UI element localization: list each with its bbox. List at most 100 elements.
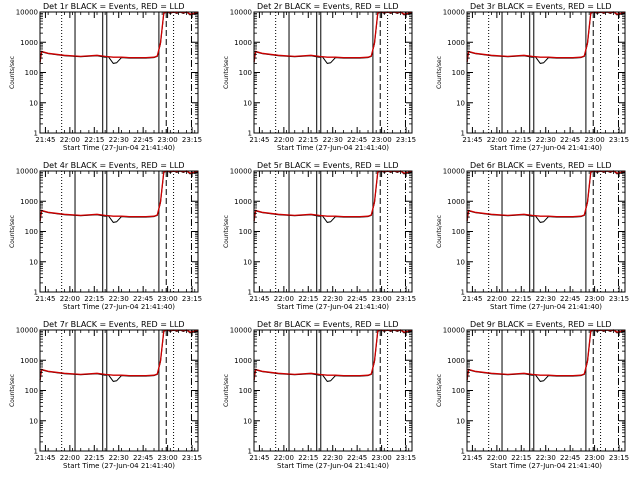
x-tick-label: 22:15 (511, 136, 531, 144)
y-tick-label: 10 (456, 258, 465, 266)
x-tick-label: 22:45 (560, 454, 580, 462)
y-tick-label: 10 (456, 417, 465, 425)
y-tick-label: 10000 (230, 9, 252, 17)
y-tick-label: 1 (461, 289, 465, 297)
y-tick-label: 100 (25, 228, 38, 236)
chart-det-4: Det 4r BLACK = Events, RED = LLD 1 10 100 10… (9, 161, 202, 311)
y-tick-label: 10000 (443, 168, 465, 176)
x-tick-label: 22:30 (536, 295, 556, 303)
x-tick-label: 22:00 (274, 136, 294, 144)
y-tick-label: 1 (248, 289, 252, 297)
y-tick-label: 10 (243, 417, 252, 425)
x-tick-label: 23:15 (609, 295, 629, 303)
y-tick-label: 100 (239, 228, 252, 236)
x-tick-label: 23:15 (396, 136, 416, 144)
x-tick-label: 22:45 (133, 295, 153, 303)
y-tick-label: 100 (452, 387, 465, 395)
x-tick-label: 23:15 (182, 295, 202, 303)
x-tick-label: 22:00 (274, 454, 294, 462)
y-tick-label: 10 (243, 99, 252, 107)
x-tick-label: 22:30 (109, 136, 129, 144)
x-tick-label: 22:30 (109, 454, 129, 462)
x-tick-label: 21:45 (35, 136, 55, 144)
x-tick-label: 22:45 (133, 136, 153, 144)
chart-det-3: Det 3r BLACK = Events, RED = LLD 1 10 100 10… (436, 2, 629, 152)
x-tick-label: 22:15 (84, 454, 104, 462)
x-tick-label: 22:15 (298, 454, 318, 462)
x-tick-label: 22:45 (560, 136, 580, 144)
x-tick-label: 22:00 (274, 295, 294, 303)
y-tick-label: 10 (29, 258, 38, 266)
x-axis-label: Start Time (27-Jun-04 21:41:40) (63, 303, 175, 311)
y-tick-label: 10 (29, 99, 38, 107)
y-tick-label: 1 (248, 130, 252, 138)
y-tick-label: 100 (25, 69, 38, 77)
x-axis-label: Start Time (27-Jun-04 21:41:40) (277, 462, 389, 470)
x-tick-label: 23:00 (157, 454, 177, 462)
y-axis-label: Counts/sec (223, 215, 230, 248)
x-tick-label: 22:30 (323, 454, 343, 462)
y-tick-label: 1000 (234, 39, 252, 47)
x-tick-label: 22:15 (84, 295, 104, 303)
chart-title: Det 8r BLACK = Events, RED = LLD (257, 320, 399, 329)
x-tick-label: 21:45 (462, 295, 482, 303)
x-tick-label: 23:00 (157, 295, 177, 303)
x-tick-label: 23:15 (396, 454, 416, 462)
x-axis-label: Start Time (27-Jun-04 21:41:40) (490, 303, 602, 311)
y-tick-label: 100 (239, 69, 252, 77)
x-tick-label: 22:00 (487, 136, 507, 144)
x-tick-label: 22:00 (487, 454, 507, 462)
chart-det-9: Det 9r BLACK = Events, RED = LLD 1 10 100 10… (436, 320, 629, 470)
x-tick-label: 22:30 (109, 295, 129, 303)
x-tick-label: 23:00 (584, 454, 604, 462)
chart-det-1: Det 1r BLACK = Events, RED = LLD 1 10 100 10… (9, 2, 202, 152)
y-tick-label: 10 (456, 99, 465, 107)
y-tick-label: 1000 (234, 198, 252, 206)
x-tick-label: 21:45 (462, 136, 482, 144)
y-tick-label: 1000 (20, 357, 38, 365)
x-tick-label: 22:30 (323, 295, 343, 303)
y-tick-label: 1000 (447, 357, 465, 365)
x-tick-label: 23:00 (157, 136, 177, 144)
y-tick-label: 10 (29, 417, 38, 425)
x-tick-label: 22:45 (133, 454, 153, 462)
x-tick-label: 22:00 (60, 295, 80, 303)
x-tick-label: 23:00 (371, 454, 391, 462)
x-tick-label: 22:45 (347, 136, 367, 144)
chart-title: Det 2r BLACK = Events, RED = LLD (257, 2, 399, 11)
x-tick-label: 22:15 (511, 295, 531, 303)
chart-title: Det 9r BLACK = Events, RED = LLD (470, 320, 612, 329)
chart-title: Det 3r BLACK = Events, RED = LLD (470, 2, 612, 11)
x-tick-label: 21:45 (35, 454, 55, 462)
y-tick-label: 10000 (16, 168, 38, 176)
x-tick-label: 22:15 (84, 136, 104, 144)
y-tick-label: 1 (34, 130, 38, 138)
chart-det-2: Det 2r BLACK = Events, RED = LLD 1 10 100 10… (223, 2, 416, 152)
chart-title: Det 4r BLACK = Events, RED = LLD (43, 161, 185, 170)
y-tick-label: 100 (452, 69, 465, 77)
y-tick-label: 100 (25, 387, 38, 395)
x-tick-label: 21:45 (249, 136, 269, 144)
x-tick-label: 23:15 (396, 295, 416, 303)
y-tick-label: 1000 (447, 39, 465, 47)
y-tick-label: 1 (34, 448, 38, 456)
y-tick-label: 10 (243, 258, 252, 266)
y-tick-label: 1 (248, 448, 252, 456)
y-tick-label: 1 (34, 289, 38, 297)
chart-title: Det 6r BLACK = Events, RED = LLD (470, 161, 612, 170)
y-tick-label: 10000 (443, 327, 465, 335)
y-tick-label: 1000 (447, 198, 465, 206)
chart-det-5: Det 5r BLACK = Events, RED = LLD 1 10 100 10… (223, 161, 416, 311)
y-tick-label: 100 (452, 228, 465, 236)
chart-title: Det 7r BLACK = Events, RED = LLD (43, 320, 185, 329)
y-tick-label: 1000 (20, 198, 38, 206)
x-tick-label: 22:30 (323, 136, 343, 144)
x-tick-label: 21:45 (35, 295, 55, 303)
x-tick-label: 22:45 (347, 295, 367, 303)
x-axis-label: Start Time (27-Jun-04 21:41:40) (490, 144, 602, 152)
chart-title: Det 1r BLACK = Events, RED = LLD (43, 2, 185, 11)
y-tick-label: 1 (461, 130, 465, 138)
y-axis-label: Counts/sec (436, 215, 443, 248)
x-tick-label: 22:45 (347, 454, 367, 462)
